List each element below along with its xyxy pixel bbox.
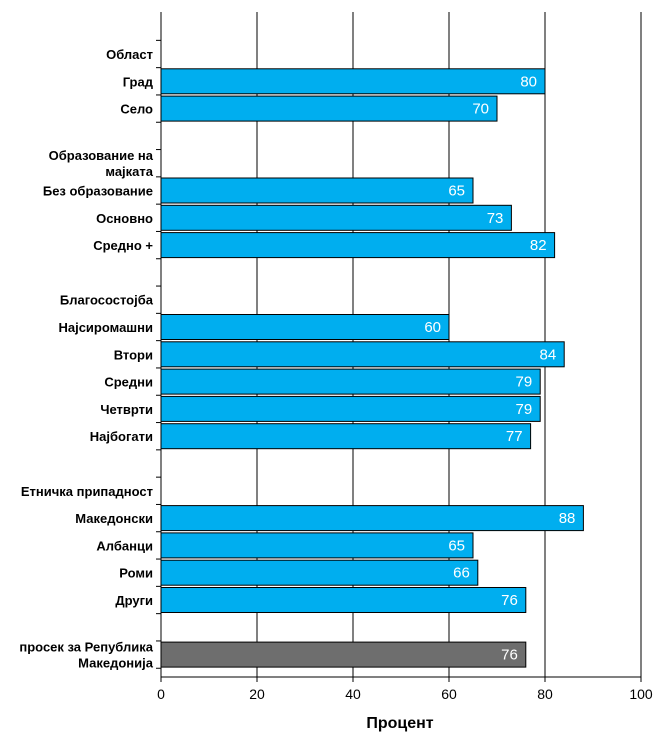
x-axis-title: Процент [366,715,433,732]
bar-value-label: 65 [448,183,465,200]
bar [160,368,541,395]
bar-value-label: 76 [501,647,518,664]
x-tick-label: 60 [441,686,457,702]
bar-value-label: 77 [506,428,523,445]
bar-value-label: 60 [424,319,441,336]
category-label: Четврти [100,402,153,417]
bar [160,532,474,559]
bar-value-label: 66 [453,565,470,582]
bar-value-label: 65 [448,537,465,554]
category-label: Средни [104,375,153,390]
bar [160,232,556,259]
x-tick-label: 20 [249,686,265,702]
category-label: просек за Република Македонија [19,640,153,671]
bar [160,204,512,231]
category-label: Други [115,593,153,608]
category-label: Основно [96,211,153,226]
bar-value-label: 79 [516,374,533,391]
bar [160,95,498,122]
bar-value-label: 76 [501,592,518,609]
x-tick-label: 80 [537,686,553,702]
axes: 0 20 40 60 80 100 [156,12,653,702]
bar-value-label: 80 [520,73,537,90]
category-label: Град [123,74,154,89]
x-tick-label: 0 [157,686,165,702]
category-label: Најсиромашни [58,320,153,335]
category-label: Село [120,102,153,117]
bar-value-label: 84 [540,346,557,363]
bar [160,177,474,204]
category-label: Благосостојба [60,293,154,308]
category-label: Роми [119,566,153,581]
bar [160,68,546,95]
bar [160,559,479,586]
bar [160,395,541,422]
x-tick-label: 40 [345,686,361,702]
category-label: Македонски [75,511,153,526]
average-bar [160,641,527,668]
bar-value-label: 82 [530,237,547,254]
x-tick-label: 100 [629,686,653,702]
category-label: Без образование [43,184,153,199]
bar-value-label: 79 [516,401,533,418]
bar [160,341,565,368]
category-labels: Област Град Село Образование на мајката Без о… [19,47,153,671]
bar-value-label: 73 [487,210,504,227]
bar-value-label: 70 [472,101,489,118]
category-label: Најбогати [90,429,153,444]
category-label: Албанци [96,538,153,553]
bar [160,314,450,340]
bar [160,505,584,532]
category-label: Етничка припадност [21,484,153,499]
category-label: Втори [114,347,153,362]
category-label: Средно + [93,238,153,253]
bar [160,423,532,450]
category-label: Област [106,47,153,62]
category-label: Образование на мајката [49,148,154,179]
bar [160,587,527,613]
bar-value-label: 88 [559,510,576,527]
bars: 80 70 65 73 82 60 84 79 79 77 88 65 66 76 76 [160,68,584,668]
